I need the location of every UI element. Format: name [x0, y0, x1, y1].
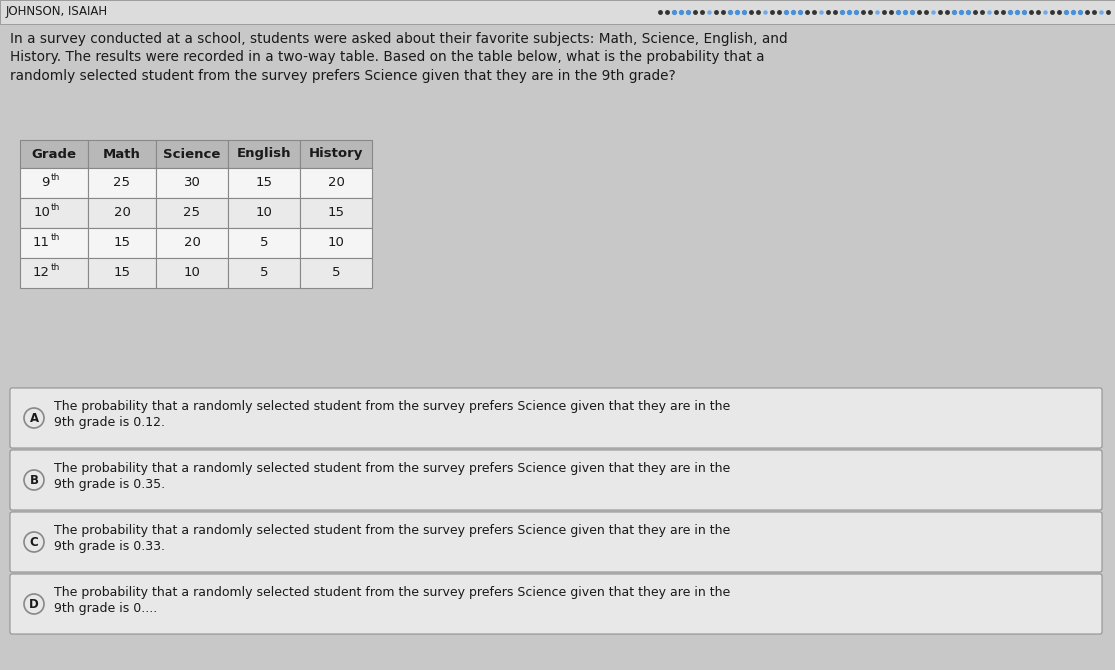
FancyBboxPatch shape — [156, 258, 227, 288]
FancyBboxPatch shape — [300, 168, 372, 198]
FancyBboxPatch shape — [88, 228, 156, 258]
FancyBboxPatch shape — [300, 198, 372, 228]
Text: th: th — [51, 234, 60, 243]
FancyBboxPatch shape — [227, 140, 300, 168]
Text: 9th grade is 0.35.: 9th grade is 0.35. — [54, 478, 165, 491]
Text: The probability that a randomly selected student from the survey prefers Science: The probability that a randomly selected… — [54, 462, 730, 475]
Text: 15: 15 — [114, 237, 130, 249]
Text: 25: 25 — [184, 206, 201, 220]
Text: 15: 15 — [255, 176, 272, 190]
Text: 5: 5 — [260, 267, 269, 279]
FancyBboxPatch shape — [20, 228, 88, 258]
Text: 5: 5 — [260, 237, 269, 249]
FancyBboxPatch shape — [88, 198, 156, 228]
Text: 10: 10 — [328, 237, 345, 249]
Text: 10: 10 — [184, 267, 201, 279]
FancyBboxPatch shape — [227, 198, 300, 228]
Text: C: C — [30, 535, 38, 549]
Text: A: A — [29, 411, 39, 425]
FancyBboxPatch shape — [10, 574, 1102, 634]
FancyBboxPatch shape — [156, 168, 227, 198]
Text: The probability that a randomly selected student from the survey prefers Science: The probability that a randomly selected… — [54, 586, 730, 599]
FancyBboxPatch shape — [10, 450, 1102, 510]
Text: 12: 12 — [33, 267, 50, 279]
Text: Grade: Grade — [31, 147, 77, 161]
FancyBboxPatch shape — [300, 140, 372, 168]
FancyBboxPatch shape — [227, 168, 300, 198]
FancyBboxPatch shape — [20, 168, 88, 198]
FancyBboxPatch shape — [156, 228, 227, 258]
Text: 15: 15 — [328, 206, 345, 220]
Text: 5: 5 — [332, 267, 340, 279]
FancyBboxPatch shape — [227, 228, 300, 258]
FancyBboxPatch shape — [300, 228, 372, 258]
FancyBboxPatch shape — [20, 140, 88, 168]
Text: 25: 25 — [114, 176, 130, 190]
Text: th: th — [51, 174, 60, 182]
Text: D: D — [29, 598, 39, 610]
Text: th: th — [51, 263, 60, 273]
FancyBboxPatch shape — [156, 140, 227, 168]
Text: 10: 10 — [255, 206, 272, 220]
Text: 20: 20 — [184, 237, 201, 249]
FancyBboxPatch shape — [20, 258, 88, 288]
FancyBboxPatch shape — [0, 0, 1115, 24]
FancyBboxPatch shape — [10, 512, 1102, 572]
Text: B: B — [29, 474, 39, 486]
Text: English: English — [236, 147, 291, 161]
Text: The probability that a randomly selected student from the survey prefers Science: The probability that a randomly selected… — [54, 524, 730, 537]
Text: The probability that a randomly selected student from the survey prefers Science: The probability that a randomly selected… — [54, 400, 730, 413]
Text: JOHNSON, ISAIAH: JOHNSON, ISAIAH — [6, 5, 108, 19]
FancyBboxPatch shape — [88, 140, 156, 168]
Text: History: History — [309, 147, 363, 161]
FancyBboxPatch shape — [156, 198, 227, 228]
FancyBboxPatch shape — [20, 198, 88, 228]
Text: Math: Math — [103, 147, 140, 161]
Text: 10: 10 — [33, 206, 50, 220]
Text: 20: 20 — [328, 176, 345, 190]
Text: 30: 30 — [184, 176, 201, 190]
Text: 11: 11 — [33, 237, 50, 249]
FancyBboxPatch shape — [227, 258, 300, 288]
Text: th: th — [51, 204, 60, 212]
Text: Science: Science — [163, 147, 221, 161]
Text: 9th grade is 0.12.: 9th grade is 0.12. — [54, 416, 165, 429]
FancyBboxPatch shape — [300, 258, 372, 288]
FancyBboxPatch shape — [10, 388, 1102, 448]
Text: 9: 9 — [41, 176, 50, 190]
Text: 20: 20 — [114, 206, 130, 220]
FancyBboxPatch shape — [88, 168, 156, 198]
Text: In a survey conducted at a school, students were asked about their favorite subj: In a survey conducted at a school, stude… — [10, 32, 787, 83]
FancyBboxPatch shape — [88, 258, 156, 288]
Text: 9th grade is 0....: 9th grade is 0.... — [54, 602, 157, 615]
Text: 15: 15 — [114, 267, 130, 279]
Text: 9th grade is 0.33.: 9th grade is 0.33. — [54, 540, 165, 553]
